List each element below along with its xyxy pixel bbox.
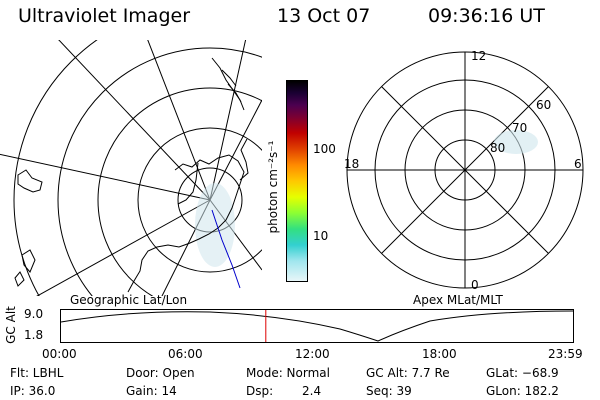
gc-altitude-status: GC Alt: 7.7 Re bbox=[366, 366, 450, 380]
instrument-title: Ultraviolet Imager bbox=[18, 5, 191, 27]
ip-status: IP: 36.0 bbox=[10, 384, 56, 398]
colorbar-unit-label: photon cm⁻²s⁻¹ bbox=[266, 140, 280, 234]
polar-mlat-mlt-panel: 12 0 18 6 60 70 80 bbox=[344, 49, 584, 292]
time-tick-2359: 23:59 bbox=[548, 347, 583, 361]
mlat-label-60: 60 bbox=[536, 98, 551, 112]
time-tick-0600: 06:00 bbox=[168, 347, 203, 361]
aurora-oval-emission bbox=[494, 130, 538, 154]
mlt-label-6: 6 bbox=[574, 157, 582, 171]
lat-ring-5 bbox=[13, 40, 98, 296]
mlt-label-12: 12 bbox=[471, 49, 486, 63]
observation-time: 09:36:16 UT bbox=[428, 5, 545, 27]
lon-line-4 bbox=[147, 40, 211, 201]
lat-ring-4 bbox=[57, 47, 262, 296]
mlt-line-diag-2 bbox=[381, 86, 549, 254]
left-panel-label: Geographic Lat/Lon bbox=[70, 293, 188, 307]
mlt-label-0: 0 bbox=[471, 278, 479, 292]
sequence-status: Seq: 39 bbox=[366, 384, 412, 398]
aurora-emission bbox=[195, 183, 235, 267]
colorbar-tick-10: 10 bbox=[313, 229, 329, 243]
geo-latitude-status: GLat: −68.9 bbox=[486, 366, 559, 380]
altitude-plot-frame bbox=[60, 309, 574, 343]
dsp-value: 2.4 bbox=[302, 384, 322, 398]
geo-longitude-status: GLon: 182.2 bbox=[486, 384, 559, 398]
color-scale-bar bbox=[286, 80, 308, 282]
colorbar-tick-100: 100 bbox=[313, 142, 336, 156]
right-panel-label: Apex MLat/MLT bbox=[413, 293, 503, 307]
lon-line-6 bbox=[209, 99, 262, 201]
gain-status: Gain: 14 bbox=[126, 384, 177, 398]
mlat-label-80: 80 bbox=[490, 141, 505, 155]
mlat-label-70: 70 bbox=[512, 121, 527, 135]
lon-line-1 bbox=[0, 153, 211, 201]
lon-line-3 bbox=[58, 40, 211, 201]
lat-ring-2 bbox=[137, 127, 262, 273]
mlt-label-18: 18 bbox=[344, 157, 359, 171]
geographic-map-panel bbox=[0, 40, 262, 296]
time-tick-0000: 00:00 bbox=[42, 347, 77, 361]
observation-date: 13 Oct 07 bbox=[277, 5, 371, 27]
time-tick-1200: 12:00 bbox=[295, 347, 330, 361]
time-tick-1800: 18:00 bbox=[422, 347, 457, 361]
door-status: Door: Open bbox=[126, 366, 195, 380]
filter-status: Flt: LBHL bbox=[10, 366, 64, 380]
lon-line-2 bbox=[36, 199, 211, 296]
altitude-plot-area bbox=[60, 309, 574, 343]
lon-line-5 bbox=[209, 40, 247, 201]
orbit-track-line bbox=[211, 209, 241, 289]
lat-ring-3 bbox=[97, 87, 262, 296]
altitude-tick-9: 9.0 bbox=[24, 307, 44, 321]
coastline bbox=[14, 57, 249, 293]
altitude-curve bbox=[60, 310, 574, 342]
dsp-label: Dsp: bbox=[246, 384, 274, 398]
altitude-axis-label: GC Alt bbox=[4, 306, 18, 344]
altitude-tick-1-8: 1.8 bbox=[24, 328, 44, 342]
mode-status: Mode: Normal bbox=[246, 366, 330, 380]
